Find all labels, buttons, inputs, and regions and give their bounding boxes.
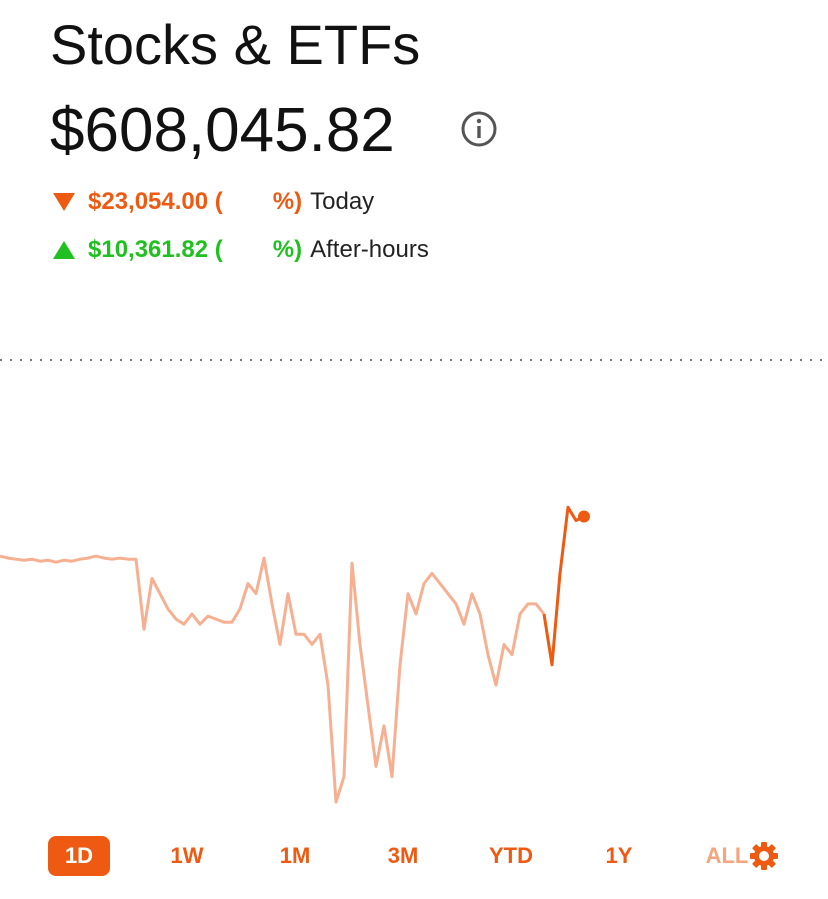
change-label: Today — [310, 188, 375, 215]
direction-arrow — [53, 241, 75, 259]
info-icon[interactable] — [460, 110, 498, 148]
value-line — [542, 505, 585, 667]
arrow-shape — [53, 241, 75, 259]
change-amount: $10,361.82 ( — [88, 236, 223, 263]
portfolio-value: $608,045.82 — [50, 96, 395, 165]
range-button[interactable]: ALL — [705, 843, 749, 868]
value-line — [0, 554, 546, 804]
range-button[interactable]: 1M — [279, 843, 311, 868]
range-button[interactable]: 3M — [387, 843, 419, 868]
settings-icon[interactable] — [748, 840, 780, 872]
range-button[interactable]: 1Y — [605, 843, 633, 868]
portfolio-chart — [0, 359, 828, 804]
arrow-shape — [53, 193, 75, 211]
range-selector: 1D 1W 1M 3M YTD 1Y ALL — [48, 836, 788, 876]
change-row: $23,054.00 (%) Today — [52, 188, 374, 216]
change-percent-suffix: %) — [272, 236, 303, 263]
page-title: Stocks & ETFs — [50, 13, 421, 76]
current-point — [578, 510, 590, 523]
direction-arrow — [53, 193, 75, 211]
range-button[interactable]: 1W — [170, 843, 204, 868]
range-button[interactable]: 1D — [48, 836, 110, 876]
change-amount: $23,054.00 ( — [88, 188, 223, 215]
range-button[interactable]: YTD — [489, 843, 533, 868]
change-row: $10,361.82 (%) After-hours — [52, 236, 429, 264]
change-label: After-hours — [310, 236, 429, 263]
change-percent-suffix: %) — [272, 188, 303, 215]
